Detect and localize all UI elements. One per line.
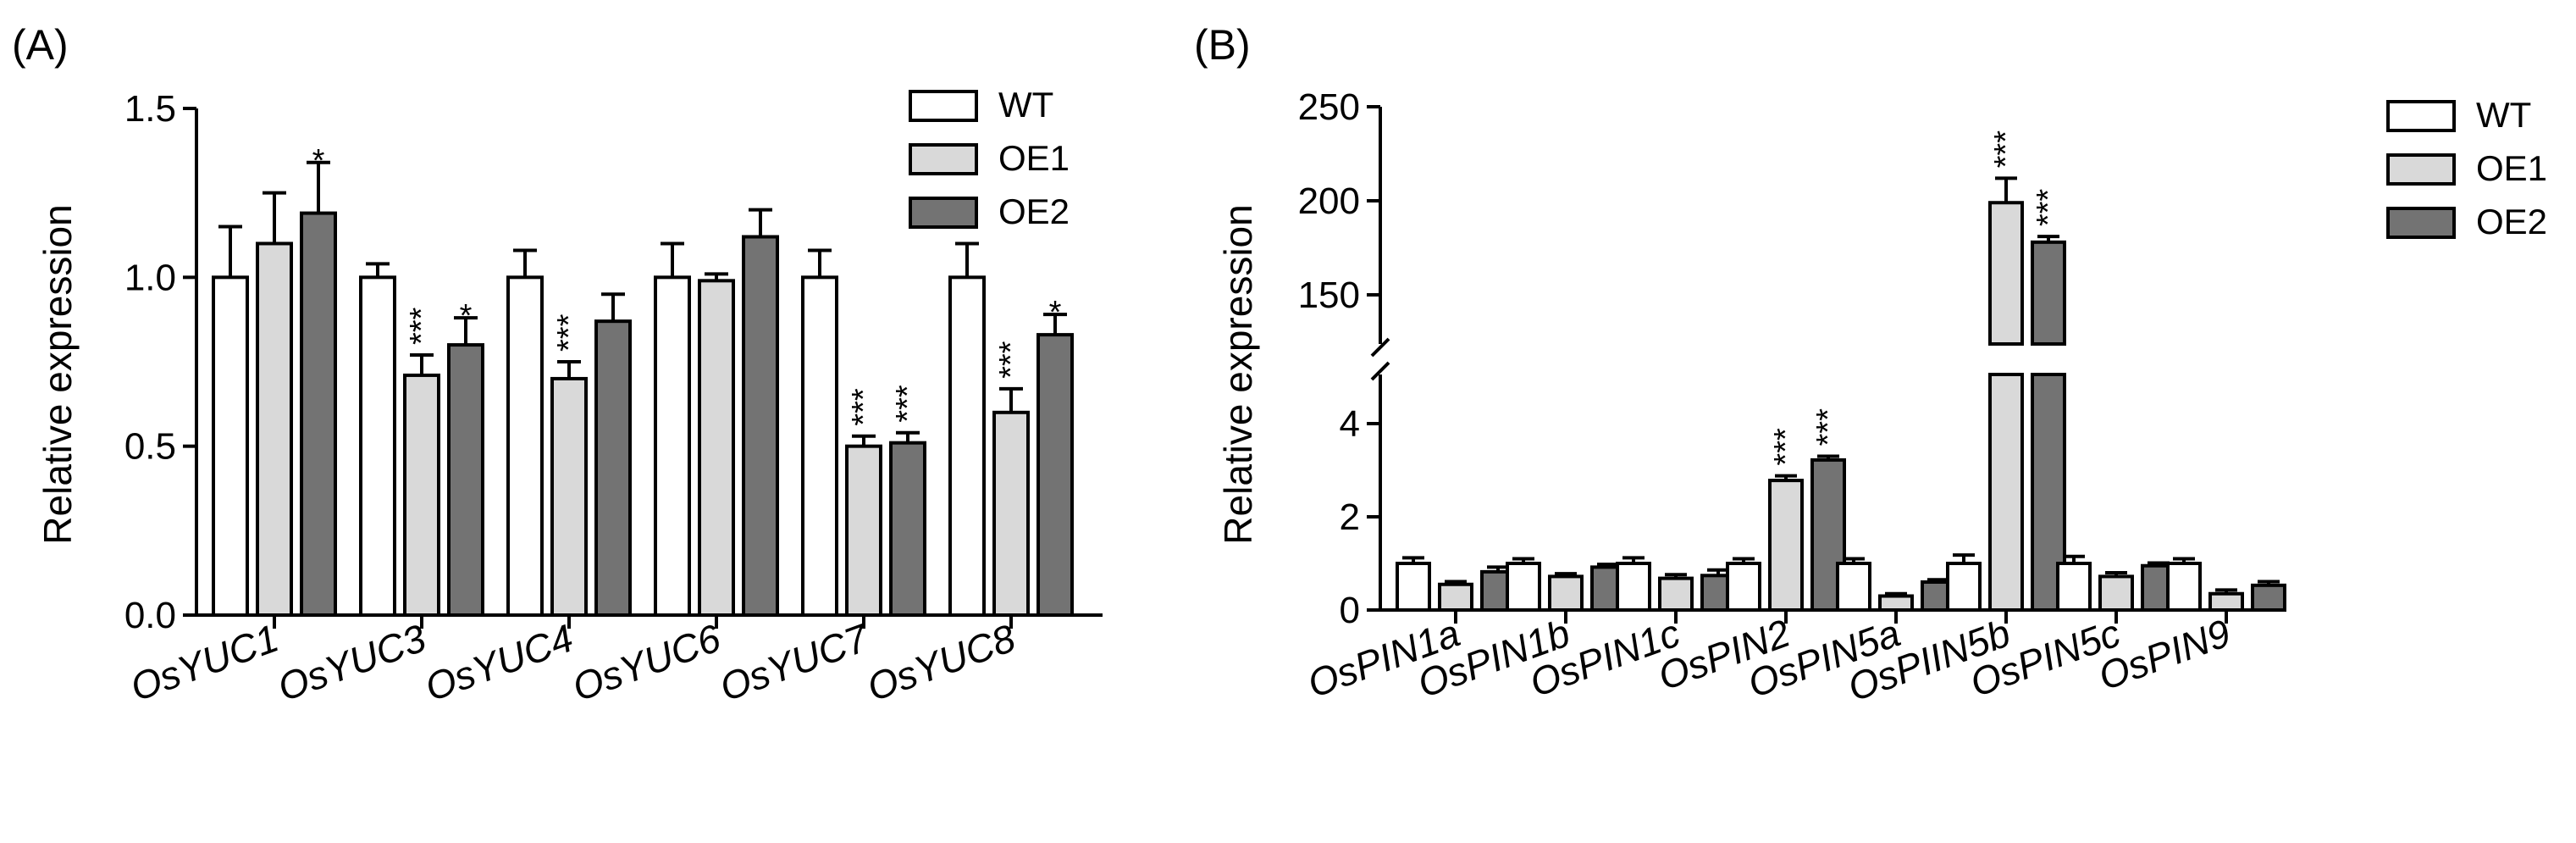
- panel-b-y-tick-label: 150: [1298, 275, 1360, 316]
- panel-b-y-axis-label: Relative expression: [1216, 204, 1260, 544]
- panel-a-significance-label: ***: [404, 307, 439, 345]
- panel-a-y-tick-label: 0.5: [124, 426, 176, 468]
- panel-b-bar-ospin1c-oe1: [1658, 576, 1694, 612]
- panel-b-bar-ospiin5b-oe2-upper: [2031, 240, 2066, 346]
- panel-a-legend-label-oe1: OE1: [998, 138, 1070, 178]
- panel-b-bar-ospiin5b-wt: [1946, 562, 1982, 612]
- panel-a-bar-osyuc6-wt: [654, 275, 691, 617]
- panel-b-significance-label: ***: [1988, 130, 2024, 169]
- panel-a: (A) Relative expression 0.0 0.5 1.0 1.5 OsYU…: [12, 21, 1103, 709]
- panel-a-significance-label: *: [460, 298, 473, 334]
- panel-a-bar-osyuc4-oe1: [550, 376, 588, 617]
- panel-b-bar-ospin2-wt: [1726, 562, 1761, 612]
- panel-b-y-tick-label: 200: [1298, 180, 1360, 222]
- panel-a-bars: **** * ****** *******: [212, 143, 1074, 618]
- panel-b-legend-swatch-oe1: [2386, 153, 2456, 186]
- panel-a-x-tick-label-osyuc3: OsYUC3: [272, 615, 432, 709]
- panel-a-significance-label: *: [1049, 295, 1062, 330]
- panel-b-significance-label: ***: [1810, 408, 1846, 446]
- panel-a-y-tick-label: 1.5: [124, 88, 176, 130]
- panel-b-bar-ospin5c-wt: [2056, 562, 2092, 612]
- panel-b-label: (B): [1194, 21, 1251, 69]
- panel-b-bar-ospin1c-wt: [1616, 562, 1651, 612]
- panel-b-bar-ospin9-oe1: [2208, 591, 2244, 612]
- panel-a-y-tick-label: 1.0: [124, 257, 176, 298]
- panel-a-legend-swatch-wt: [909, 90, 978, 122]
- panel-a-bar-osyuc7-wt: [801, 275, 838, 617]
- panel-a-bar-osyuc6-oe2: [742, 235, 779, 617]
- panel-a-x-tick-label-osyuc4: OsYUC4: [419, 616, 578, 710]
- panel-b-axes: 024150200250OsPIN1aOsPIN1bOsPIN1cOsPIN2O…: [1298, 86, 2269, 710]
- panel-b-bar-ospin1b-wt: [1506, 562, 1541, 612]
- panel-a-bar-osyuc6-oe1: [698, 279, 735, 617]
- panel-a-significance-label: ***: [890, 385, 926, 423]
- panel-b-y-tick-label: 0: [1340, 590, 1360, 631]
- panel-b-bar-break-gap: [1987, 346, 2026, 373]
- panel-a-legend-swatch-oe1: [909, 143, 978, 175]
- panel-a-significance-label: ***: [551, 313, 587, 352]
- panel-b-bar-ospin9-oe2: [2251, 583, 2286, 612]
- panel-a-label: (A): [12, 21, 69, 69]
- panel-a-bar-osyuc1-wt: [212, 275, 249, 617]
- panel-a-significance-label: ***: [846, 388, 882, 426]
- panel-a-bar-osyuc1-oe1: [256, 241, 293, 617]
- panel-a-bar-osyuc1-oe2: [300, 211, 337, 617]
- panel-b-y-tick-label: 250: [1298, 86, 1360, 128]
- panel-b-bars: ************: [1396, 130, 2286, 613]
- panel-a-significance-label: *: [312, 143, 325, 179]
- panel-b-legend-label-oe1: OE1: [2476, 148, 2547, 188]
- panel-a-legend-label-oe2: OE2: [998, 191, 1070, 231]
- panel-a-legend-swatch-oe2: [909, 197, 978, 229]
- panel-a-significance-label: ***: [993, 341, 1029, 379]
- panel-b-bar-ospiin5b-oe1: [1988, 373, 2024, 612]
- panel-b-y-tick-label: 2: [1340, 496, 1360, 538]
- panel-b-bar-break-gap: [2029, 346, 2068, 373]
- panel-b-bar-ospin2-oe1: [1768, 479, 1804, 612]
- panel-b-bar-ospin1b-oe1: [1548, 574, 1584, 613]
- panel-a-bar-osyuc8-oe2: [1036, 333, 1074, 617]
- panel-b-legend-swatch-wt: [2386, 100, 2456, 132]
- panel-b-significance-label: ***: [1768, 428, 1804, 466]
- panel-b: (B) Relative expression 024150200250OsPI…: [1194, 21, 2547, 710]
- panel-b-axis-break-mark: [1370, 361, 1390, 381]
- panel-b-legend: WT OE1 OE2: [2386, 95, 2547, 241]
- panel-b-bar-ospin5c-oe1: [2098, 574, 2134, 613]
- panel-b-legend-label-wt: WT: [2476, 95, 2531, 135]
- panel-a-bar-osyuc4-wt: [506, 275, 544, 617]
- panel-a-bar-osyuc3-oe2: [447, 343, 484, 617]
- panel-b-legend-label-oe2: OE2: [2476, 202, 2547, 241]
- panel-a-x-tick-label-osyuc6: OsYUC6: [567, 615, 727, 709]
- panel-a-y-tick-label: 0.0: [124, 595, 176, 636]
- panel-a-x-tick-label-osyuc8: OsYUC8: [861, 615, 1021, 709]
- panel-a-y-axis-label: Relative expression: [36, 204, 80, 544]
- panel-b-bar-ospin5a-oe1: [1878, 594, 1914, 612]
- panel-b-y-tick-label: 4: [1340, 403, 1360, 445]
- panel-a-legend: WT OE1 OE2: [909, 85, 1070, 231]
- panel-a-bar-osyuc3-wt: [359, 275, 396, 617]
- panel-b-legend-swatch-oe2: [2386, 207, 2456, 239]
- panel-a-x-tick-label-osyuc7: OsYUC7: [714, 615, 875, 709]
- panel-a-bar-osyuc7-oe1: [845, 444, 882, 618]
- panel-b-axis-break-mark: [1370, 337, 1390, 358]
- panel-b-bar-ospin9-wt: [2166, 562, 2202, 612]
- panel-a-bar-osyuc3-oe1: [403, 373, 440, 617]
- panel-b-bar-ospin5a-wt: [1836, 562, 1871, 612]
- panel-b-bar-ospin1a-oe1: [1438, 582, 1473, 612]
- panel-a-legend-label-wt: WT: [998, 85, 1053, 125]
- panel-b-bar-ospiin5b-oe1-upper: [1988, 201, 2024, 346]
- panel-a-bar-osyuc8-wt: [948, 275, 986, 617]
- panel-a-bar-osyuc7-oe2: [889, 441, 926, 617]
- panel-b-bar-ospin1a-wt: [1396, 562, 1431, 612]
- panel-b-significance-label: ***: [2031, 189, 2066, 227]
- panel-a-bar-osyuc4-oe2: [594, 319, 632, 617]
- panel-a-bar-osyuc8-oe1: [992, 410, 1030, 617]
